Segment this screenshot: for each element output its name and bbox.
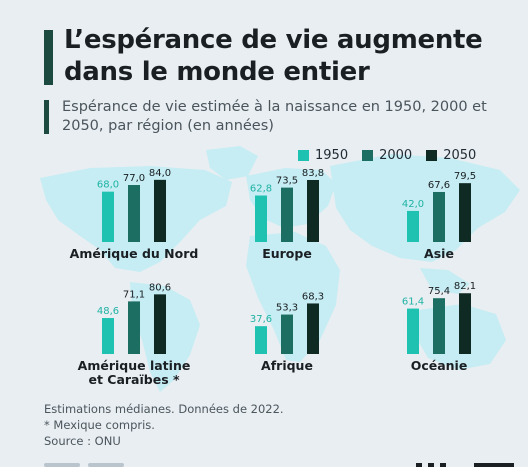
bar-2000 bbox=[281, 187, 293, 242]
bar-value-label: 73,5 bbox=[276, 176, 298, 187]
bar-value-label: 67,6 bbox=[428, 180, 450, 191]
map-greenland bbox=[206, 146, 258, 180]
title-accent-bar bbox=[44, 30, 53, 85]
bar-value-label: 62,8 bbox=[250, 184, 272, 195]
publisher-logo-strip bbox=[44, 463, 514, 467]
bar-value-label: 82,1 bbox=[454, 281, 476, 292]
bar-1950 bbox=[255, 326, 267, 354]
bar-2050 bbox=[154, 294, 166, 354]
bar-2050 bbox=[307, 179, 319, 242]
subtitle-accent-bar bbox=[44, 100, 49, 134]
legend-swatch-2050 bbox=[426, 150, 438, 161]
bar-value-label: 83,8 bbox=[302, 168, 324, 179]
bar-value-label: 48,6 bbox=[97, 306, 119, 317]
bar-1950 bbox=[407, 210, 419, 242]
bar-2050 bbox=[154, 179, 166, 242]
bar-2000 bbox=[128, 185, 140, 242]
chart-subtitle: Espérance de vie estimée à la naissance … bbox=[62, 99, 487, 134]
footnote-asterisk: * Mexique compris. bbox=[44, 418, 155, 432]
map-asia bbox=[330, 154, 520, 262]
bar-2050 bbox=[307, 303, 319, 354]
region-label: Amérique latine et Caraïbes * bbox=[78, 358, 191, 387]
bar-value-label: 53,3 bbox=[276, 303, 298, 314]
bar-1950 bbox=[102, 191, 114, 242]
legend-label-2000: 2000 bbox=[379, 148, 413, 163]
legend-label-2050: 2050 bbox=[443, 148, 477, 163]
bar-value-label: 61,4 bbox=[402, 297, 424, 308]
bar-2000 bbox=[433, 191, 445, 242]
footnotes: Estimations médianes. Données de 2022. *… bbox=[44, 401, 284, 449]
footnote-data-note: Estimations médianes. Données de 2022. bbox=[44, 402, 284, 416]
legend-item-2000: 2000 bbox=[362, 148, 412, 163]
bar-value-label: 42,0 bbox=[402, 199, 424, 210]
bar-1950 bbox=[407, 308, 419, 354]
chart-title: L’espérance de vie augmente dans le mond… bbox=[64, 25, 483, 87]
legend-item-2050: 2050 bbox=[426, 148, 476, 163]
legend-item-1950: 1950 bbox=[298, 148, 348, 163]
bar-value-label: 68,0 bbox=[97, 180, 119, 191]
bar-2050 bbox=[459, 183, 471, 242]
bar-value-label: 71,1 bbox=[123, 289, 145, 300]
region-label: Afrique bbox=[261, 358, 313, 373]
bar-value-label: 68,3 bbox=[302, 291, 324, 302]
legend: 1950 2000 2050 bbox=[298, 148, 476, 163]
legend-label-1950: 1950 bbox=[315, 148, 349, 163]
legend-swatch-2000 bbox=[362, 150, 374, 161]
region-label: Europe bbox=[262, 246, 312, 261]
region-label: Océanie bbox=[411, 358, 468, 373]
region-label: Amérique du Nord bbox=[70, 246, 199, 261]
bar-2050 bbox=[459, 293, 471, 354]
bar-value-label: 84,0 bbox=[149, 168, 171, 179]
footnote-source: Source : ONU bbox=[44, 434, 121, 448]
bar-value-label: 77,0 bbox=[123, 173, 145, 184]
bar-value-label: 37,6 bbox=[250, 314, 272, 325]
bar-2000 bbox=[433, 298, 445, 354]
bar-2000 bbox=[128, 301, 140, 354]
bar-1950 bbox=[102, 318, 114, 354]
bar-2000 bbox=[281, 314, 293, 354]
bar-value-label: 80,6 bbox=[149, 282, 171, 293]
map-southeast-asia bbox=[420, 268, 470, 294]
bar-1950 bbox=[255, 195, 267, 242]
region-label: Asie bbox=[424, 246, 454, 261]
bar-value-label: 79,5 bbox=[454, 171, 476, 182]
bar-value-label: 75,4 bbox=[428, 286, 450, 297]
legend-swatch-1950 bbox=[298, 150, 309, 161]
